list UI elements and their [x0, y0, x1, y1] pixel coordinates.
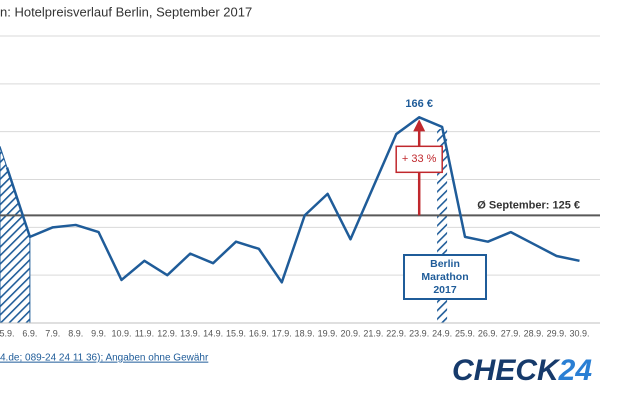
x-tick-label: 18.9.	[295, 328, 315, 338]
x-tick-label: 5.9.	[0, 328, 15, 338]
event-box	[403, 254, 487, 300]
plot-area: Ø September: 125 € 5.9. 6.9. 7.9. 8.9. 9.9. 10…	[0, 35, 600, 338]
x-tick-label: 27.9.	[501, 328, 521, 338]
x-tick-label: 21.9.	[363, 328, 383, 338]
hatched-region	[0, 146, 31, 324]
x-tick-label: 8.9.	[68, 328, 83, 338]
x-tick-label: 29.9.	[547, 328, 567, 338]
logo: CHECK24	[452, 354, 592, 387]
x-tick-label: 15.9.	[226, 328, 246, 338]
x-tick-label: 28.9.	[524, 328, 544, 338]
arrow-head	[413, 119, 426, 132]
change-box	[395, 145, 443, 174]
x-tick-label: 22.9.	[386, 328, 406, 338]
logo-part: CHECK	[452, 354, 561, 387]
x-tick-label: 9.9.	[91, 328, 106, 338]
x-tick-label: 12.9.	[157, 328, 177, 338]
footer-link[interactable]: 4.de; 089-24 24 11 36); Angaben ohne Gew…	[0, 353, 209, 364]
event-label: 2017	[433, 284, 457, 296]
event-label: Marathon	[421, 271, 468, 283]
x-tick-label: 7.9.	[45, 328, 60, 338]
x-tick-label: 30.9.	[569, 328, 589, 338]
chart-title: n: Hotelpreisverlauf Berlin, September 2…	[0, 4, 252, 19]
event-label: Berlin	[430, 258, 460, 270]
x-tick-label: 19.9.	[318, 328, 338, 338]
x-tick-label: 26.9.	[478, 328, 498, 338]
x-tick-label: 11.9.	[135, 328, 154, 338]
x-tick-label: 6.9.	[22, 328, 37, 338]
logo-part: 24	[558, 354, 593, 387]
x-tick-label: 17.9.	[272, 328, 292, 338]
x-tick-label: 10.9.	[111, 328, 131, 338]
average-label: Ø September: 125 €	[477, 199, 580, 211]
x-tick-label: 20.9.	[340, 328, 360, 338]
x-tick-label: 14.9.	[203, 328, 223, 338]
x-tick-label: 25.9.	[455, 328, 475, 338]
x-tick-label: 23.9.	[409, 328, 429, 338]
change-label: + 33 %	[402, 153, 437, 165]
x-tick-label: 16.9.	[249, 328, 269, 338]
hatched-region	[437, 128, 448, 323]
x-tick-label: 13.9.	[180, 328, 200, 338]
x-tick-label: 24.9.	[432, 328, 452, 338]
data-line	[5, 116, 580, 284]
peak-label: 166 €	[405, 98, 433, 110]
